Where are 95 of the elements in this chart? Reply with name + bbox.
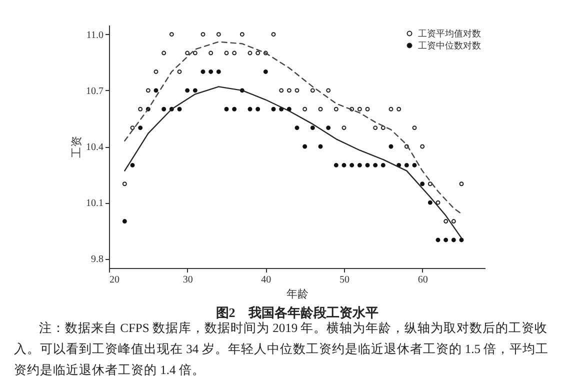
y-tick-label: 10.7 [86,86,104,97]
point [380,162,386,168]
point [177,70,182,74]
y-tick-label: 10.1 [86,198,104,210]
point [350,162,354,168]
point [224,50,229,56]
text: 图2 我国各年龄段工资水平 [216,305,378,320]
point [451,219,456,224]
point [373,126,378,130]
point [138,126,143,130]
point [318,144,323,149]
point [216,70,221,74]
point [357,106,362,112]
point [302,106,308,112]
point [279,88,284,93]
point [208,50,214,56]
point [146,88,150,93]
point [428,200,432,205]
point [271,106,276,112]
point [271,32,276,37]
point [192,88,198,93]
point [459,238,464,242]
point [122,219,127,224]
point [436,200,440,205]
point [388,144,394,149]
legend-label: 工资平均值对数 [418,28,481,38]
point [310,88,315,93]
point [256,106,260,112]
point [436,238,440,242]
point [365,162,370,168]
y-axis-title: 工资 [71,136,83,158]
x-tick-label: 60 [418,274,428,286]
point [380,126,386,130]
point [154,88,158,93]
point [342,126,346,130]
point [286,88,292,93]
point [232,106,237,112]
point [200,70,206,74]
point [169,32,174,37]
point [138,106,143,112]
point [444,219,448,224]
line-series [124,41,462,214]
point [232,50,237,56]
point [224,106,229,112]
point [412,126,417,130]
point [122,182,127,186]
point [451,238,456,242]
point [342,162,346,168]
point [162,106,166,112]
point [444,238,448,242]
point [420,182,425,186]
point [248,50,252,56]
y-tick-label: 11.0 [86,30,104,41]
point [396,106,402,112]
x-tick-label: 30 [182,274,193,286]
point [318,106,323,112]
y-tick-label: 10.4 [86,142,104,153]
point [302,144,308,149]
point [404,162,409,168]
legend-label: 工资中位数对数 [418,40,481,50]
point [200,32,206,37]
x-tick-label: 50 [340,274,350,286]
point [326,126,331,130]
point [357,162,362,168]
point [154,70,158,74]
point [334,162,338,168]
point [177,106,182,112]
point [256,50,260,56]
point [294,88,300,93]
point [130,126,135,130]
x-tick-label: 40 [261,274,272,286]
point [412,162,417,168]
point [365,106,370,112]
point [388,106,394,112]
point [162,50,166,56]
point [420,144,425,149]
point [310,126,315,130]
point [263,70,268,74]
point [326,88,331,93]
point [373,162,378,168]
point [459,182,464,186]
x-tick-label: 20 [110,274,120,286]
point [185,50,190,56]
point [248,106,252,112]
point [216,32,221,37]
point [130,162,135,168]
point [185,88,190,93]
point [334,106,338,112]
text: 注：数据来自 CFPS 数据库，数据时间为 2019 年。横轴为年龄，纵轴为取对数后的工资收入。可以看到工资峰值出现在 34 岁。年轻人中位数工资约是临近退休者工资的 1.5 倍，平均工资约是临近退休者工资的 1.4 倍。 [14,321,549,377]
y-tick-label: 9.8 [91,254,104,266]
point [240,32,244,37]
point [294,126,300,130]
point [208,70,214,74]
x-axis-title: 年龄 [286,288,308,300]
point [192,50,198,56]
